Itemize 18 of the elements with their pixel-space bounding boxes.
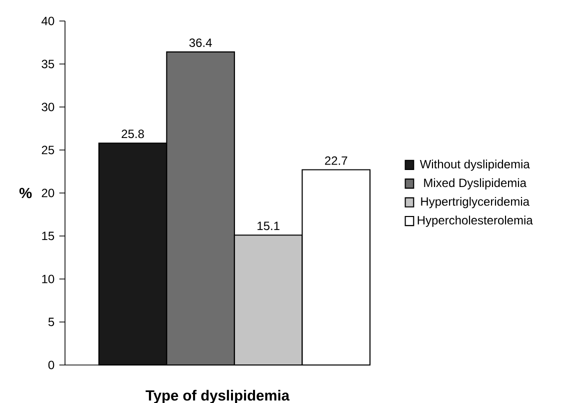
y-tick-label: 35 — [42, 60, 54, 68]
y-tick-label: 30 — [42, 102, 54, 112]
data-label: 36.4 — [189, 38, 212, 47]
y-axis-title: % — [19, 188, 32, 198]
legend-label: Hypertriglyceridemia — [421, 196, 530, 208]
data-label: 22.7 — [325, 156, 348, 165]
y-tick-label: 20 — [42, 188, 54, 198]
y-tick-label: 25 — [42, 146, 54, 154]
legend-label: Mixed Dyslipidemia — [424, 178, 526, 190]
y-tick-label: 15 — [42, 232, 54, 240]
legend-label: Without dyslipidemia — [420, 160, 530, 171]
legend-label: Hypercholesterolemia — [418, 216, 533, 227]
y-tick-label: 40 — [42, 16, 54, 26]
data-label: 15.1 — [258, 222, 280, 230]
y-tick-label: 0 — [48, 360, 54, 370]
y-tick-label: 5 — [48, 318, 54, 326]
data-label: 25.8 — [122, 130, 144, 138]
y-tick-label: 10 — [42, 274, 54, 284]
